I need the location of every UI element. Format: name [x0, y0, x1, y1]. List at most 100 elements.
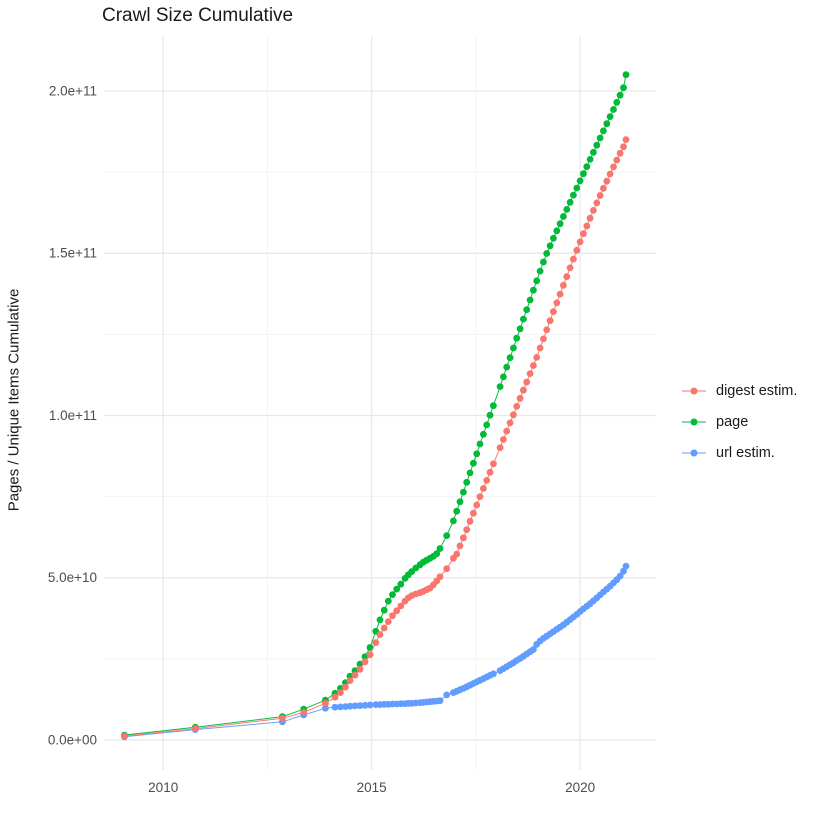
data-point	[530, 646, 537, 653]
data-point	[433, 550, 441, 558]
x-tick-label: 2015	[357, 780, 387, 795]
data-point	[500, 436, 507, 443]
data-point	[593, 141, 601, 149]
data-point	[622, 136, 630, 144]
data-point	[361, 658, 369, 666]
data-point	[546, 242, 554, 250]
data-point	[351, 702, 359, 710]
data-point	[460, 534, 467, 542]
data-point	[530, 286, 537, 294]
data-point	[380, 624, 388, 632]
data-point	[331, 693, 339, 701]
data-point	[393, 607, 401, 615]
data-point	[470, 509, 477, 517]
data-point	[520, 315, 527, 323]
data-point	[606, 170, 614, 178]
chart-title: Crawl Size Cumulative	[102, 5, 294, 26]
data-point	[384, 618, 392, 625]
legend-key-digest-icon	[682, 387, 706, 394]
data-point	[436, 697, 444, 705]
data-point	[342, 683, 349, 691]
data-point	[583, 222, 591, 230]
data-point	[503, 427, 511, 435]
data-point	[600, 184, 607, 192]
data-point	[622, 71, 630, 79]
data-point	[510, 411, 517, 419]
data-point	[576, 177, 584, 185]
data-point	[580, 230, 587, 238]
data-point	[450, 517, 457, 525]
data-point	[590, 148, 597, 156]
data-point	[610, 163, 617, 171]
data-point	[476, 440, 484, 448]
data-point	[516, 394, 524, 402]
data-point	[620, 143, 627, 151]
legend-item-url: url estim.	[681, 442, 797, 463]
data-point	[483, 421, 491, 429]
data-point	[506, 419, 514, 427]
legend-label-page: page	[716, 413, 749, 430]
data-point	[436, 573, 444, 581]
data-point	[513, 403, 521, 410]
legend: digest estim. page url estim.	[681, 380, 797, 473]
data-point	[586, 156, 594, 163]
data-point	[513, 334, 521, 342]
data-point	[596, 134, 604, 142]
data-point	[351, 671, 359, 679]
data-point	[603, 177, 611, 185]
data-point	[337, 689, 344, 696]
data-point	[496, 383, 504, 390]
data-point	[490, 460, 497, 468]
data-point	[586, 214, 594, 222]
data-point	[536, 344, 544, 352]
legend-key-url-icon	[682, 449, 706, 456]
data-point	[376, 631, 384, 638]
y-tick-label: 5.0e+10	[48, 570, 97, 585]
data-point	[473, 501, 481, 509]
y-tick-label: 1.5e+11	[49, 246, 97, 261]
data-point	[533, 354, 541, 361]
data-point	[553, 227, 561, 235]
data-point	[380, 606, 388, 614]
data-point	[372, 639, 380, 646]
legend-item-page: page	[681, 411, 797, 432]
data-point	[520, 386, 527, 394]
data-point	[443, 532, 451, 539]
data-point	[536, 267, 544, 275]
data-point	[523, 378, 531, 386]
data-point	[560, 213, 567, 220]
data-point	[322, 704, 329, 712]
data-point	[463, 526, 471, 534]
data-point	[620, 84, 627, 92]
y-tick-label: 0.0e+00	[48, 733, 97, 748]
data-point	[376, 616, 384, 624]
data-point	[506, 354, 514, 362]
data-point	[346, 702, 354, 710]
data-point	[453, 507, 461, 515]
data-point	[616, 149, 624, 157]
legend-label-digest: digest estim.	[716, 382, 798, 399]
data-point	[613, 98, 621, 106]
data-point	[470, 459, 477, 467]
data-point	[490, 402, 497, 410]
data-point	[331, 703, 339, 711]
data-point	[466, 517, 474, 525]
data-point	[453, 550, 461, 558]
data-point	[566, 264, 574, 272]
data-point	[590, 207, 597, 214]
data-point	[322, 699, 329, 707]
data-point	[510, 344, 517, 352]
data-point	[556, 290, 564, 298]
data-point	[596, 192, 604, 199]
data-point	[570, 191, 577, 199]
data-point	[583, 163, 591, 171]
data-point	[540, 258, 547, 266]
data-point	[279, 714, 286, 722]
data-point	[622, 562, 630, 570]
data-point	[576, 238, 584, 246]
data-point	[490, 670, 497, 678]
data-point	[600, 127, 607, 135]
data-point	[530, 362, 537, 369]
